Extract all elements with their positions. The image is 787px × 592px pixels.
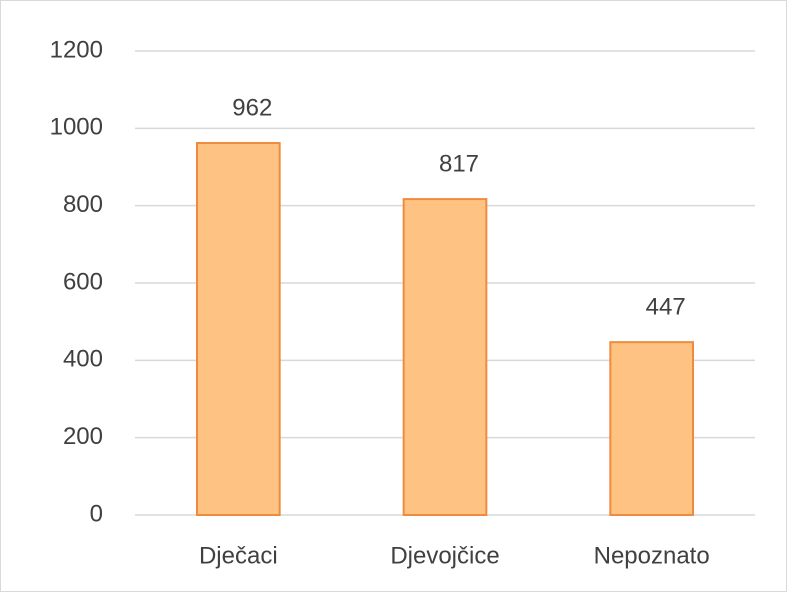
y-tick-label: 400 — [63, 346, 103, 373]
x-tick-label: Dječaci — [199, 542, 278, 569]
y-tick-label: 800 — [63, 191, 103, 218]
y-tick-label: 200 — [63, 423, 103, 450]
data-label: 817 — [439, 150, 479, 177]
bar — [196, 142, 281, 516]
x-tick-label: Djevojčice — [390, 542, 499, 569]
y-tick-label: 600 — [63, 268, 103, 295]
bar — [609, 341, 694, 516]
data-label: 447 — [646, 294, 686, 321]
data-label: 962 — [232, 94, 272, 121]
y-tick-label: 1000 — [50, 114, 103, 141]
bar — [402, 198, 488, 517]
y-tick-label: 0 — [90, 500, 103, 527]
x-tick-label: Nepoznato — [594, 542, 710, 569]
y-tick-label: 1200 — [50, 36, 103, 63]
